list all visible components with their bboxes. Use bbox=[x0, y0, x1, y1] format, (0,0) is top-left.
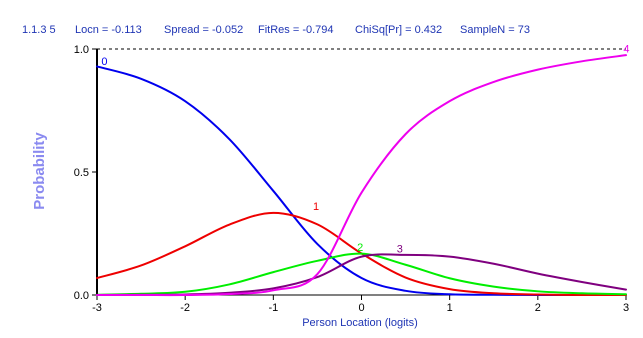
x-tick-label: -3 bbox=[92, 302, 102, 314]
curve-labels-layer: 0 1 2 3 4 bbox=[101, 44, 629, 256]
curve-label-3: 3 bbox=[397, 244, 403, 256]
series-line-2 bbox=[96, 252, 627, 296]
y-axis-title: Probability bbox=[31, 132, 48, 210]
fit-residual-stat: FitRes = -0.794 bbox=[258, 24, 334, 36]
x-axis-title: Person Location (logits) bbox=[302, 317, 418, 329]
curve-label-1: 1 bbox=[313, 201, 319, 213]
curve-label-4: 4 bbox=[623, 44, 629, 56]
x-tick-label: -1 bbox=[268, 302, 278, 314]
series-line-4 bbox=[96, 54, 627, 297]
y-tick-label: 0.5 bbox=[74, 167, 89, 179]
chi-square-stat: ChiSq[Pr] = 0.432 bbox=[355, 24, 442, 36]
series-layer bbox=[96, 54, 627, 297]
item-id-label: 1.1.3 5 bbox=[22, 24, 56, 36]
location-stat: Locn = -0.113 bbox=[75, 24, 142, 36]
x-tick-label: 1 bbox=[447, 302, 453, 314]
y-tick-label: 0.0 bbox=[74, 290, 89, 302]
x-tick-label: 2 bbox=[535, 302, 541, 314]
series-line-3 bbox=[96, 253, 627, 296]
sample-size-stat: SampleN = 73 bbox=[460, 24, 530, 36]
curve-label-2: 2 bbox=[357, 242, 363, 254]
y-tick-label: 1.0 bbox=[74, 44, 89, 56]
x-tick-label: 0 bbox=[358, 302, 364, 314]
series-line-0 bbox=[96, 65, 627, 297]
x-tick-label: -2 bbox=[180, 302, 190, 314]
spread-stat: Spread = -0.052 bbox=[164, 24, 243, 36]
curve-label-0: 0 bbox=[101, 56, 107, 68]
x-tick-label: 3 bbox=[623, 302, 629, 314]
